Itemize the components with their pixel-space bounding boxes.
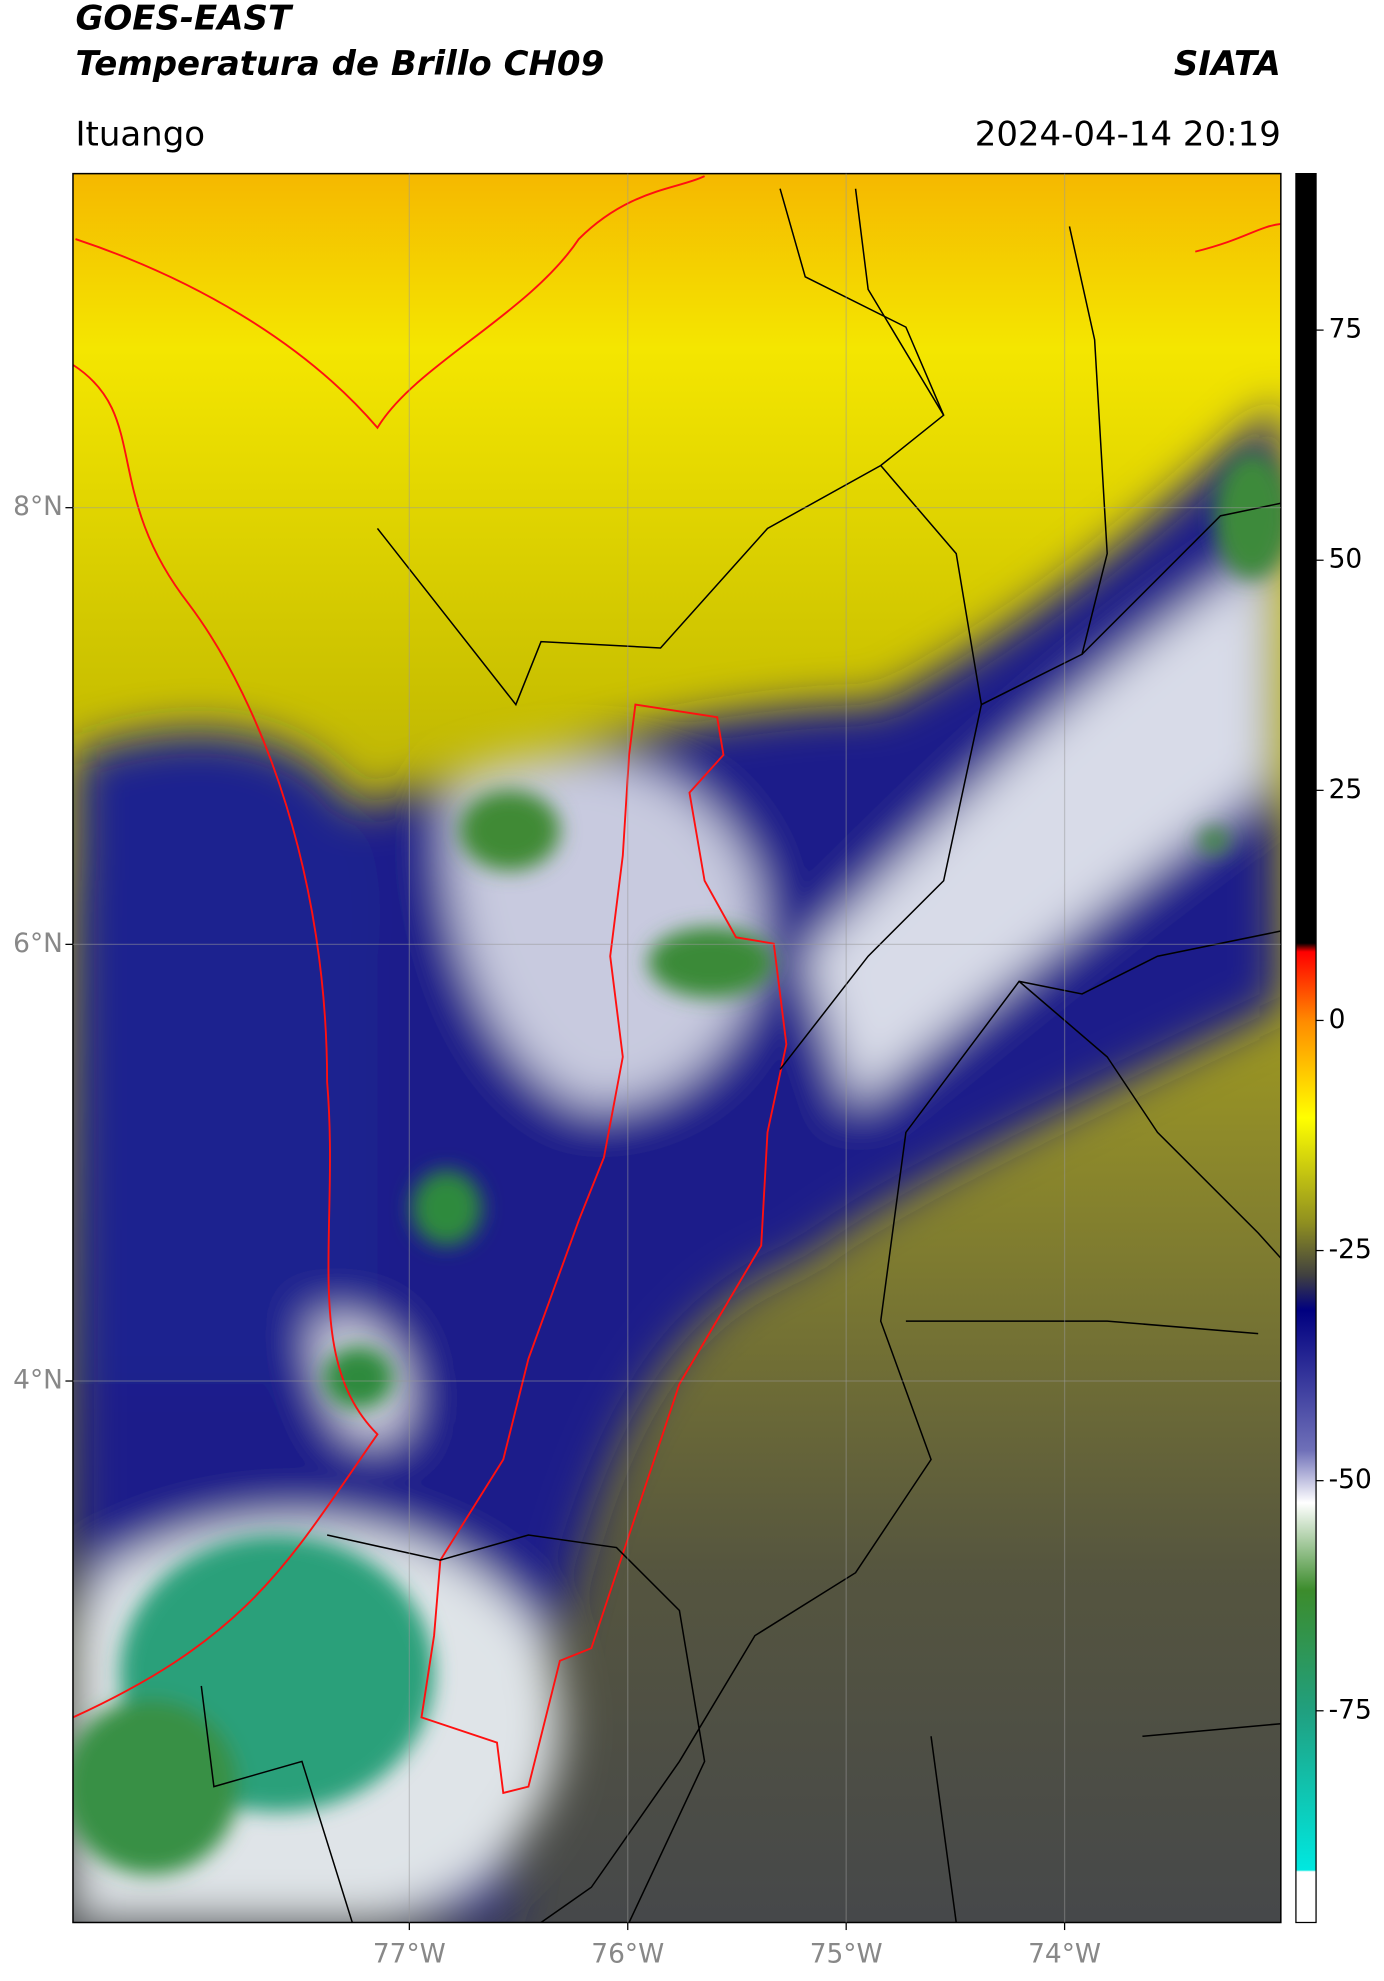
colorbar-tick-label: 75: [1329, 314, 1363, 345]
location: Ituango: [75, 114, 205, 154]
source: SIATA: [1174, 44, 1281, 84]
y-tick-label: 4°N: [13, 1365, 63, 1396]
map-frame: [72, 172, 1282, 1924]
y-tick-label: 6°N: [13, 928, 63, 959]
colorbar: [1295, 172, 1317, 1924]
satellite-image: [72, 173, 1281, 1923]
datetime: 2024-04-14 20:19: [975, 114, 1281, 154]
x-tick-label: 74°W: [1028, 1939, 1101, 1970]
colorbar-tick-label: -25: [1329, 1234, 1372, 1265]
x-tick-label: 76°W: [591, 1939, 664, 1970]
colorbar-tick-label: 25: [1329, 774, 1363, 805]
colorbar-tick-label: 0: [1329, 1004, 1346, 1035]
y-tick-label: 8°N: [13, 491, 63, 522]
colorbar-tick-label: 50: [1329, 544, 1363, 575]
colorbar-tick-label: -75: [1329, 1694, 1372, 1725]
subtitle: Temperatura de Brillo CH09: [75, 44, 604, 84]
x-tick-label: 75°W: [810, 1939, 883, 1970]
title: GOES-EAST: [75, 0, 293, 39]
x-tick-label: 77°W: [373, 1939, 446, 1970]
colorbar-tick-label: -50: [1329, 1464, 1372, 1495]
